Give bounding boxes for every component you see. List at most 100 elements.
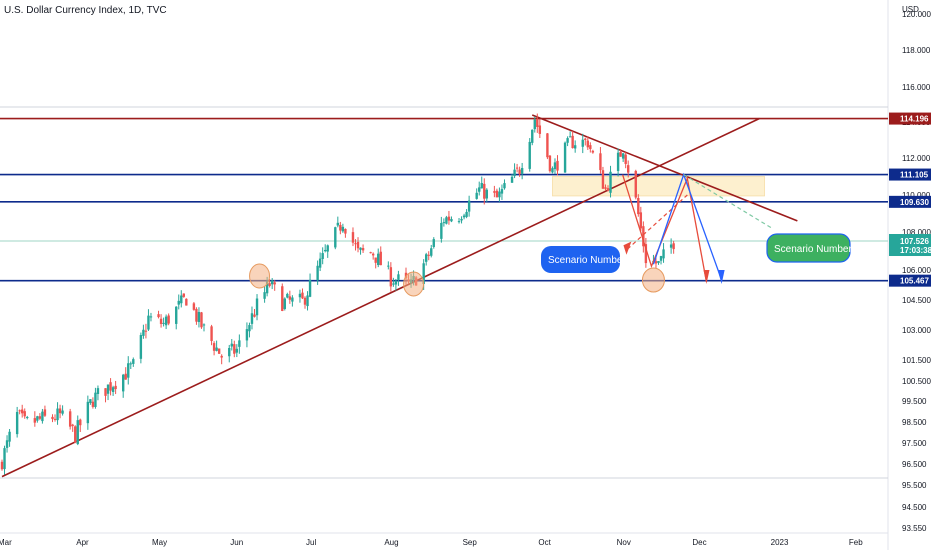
current-price-tag-label: 107.526 [900, 237, 929, 246]
candle-body [344, 228, 347, 234]
candle-body [568, 136, 572, 138]
level-price-tag-label: 105.467 [900, 277, 929, 286]
time-tick-label: Nov [617, 538, 631, 547]
candle-body [26, 417, 29, 419]
candle-body [503, 183, 506, 189]
scenario-2-bubble[interactable] [766, 233, 851, 263]
level-price-tag[interactable] [889, 274, 931, 287]
candle-body [356, 241, 360, 249]
candle-body [422, 263, 425, 285]
candle-body [450, 219, 453, 222]
time-tick-label: Oct [538, 538, 551, 547]
candle-body [616, 152, 620, 171]
candle-body [53, 418, 57, 420]
candle-body [175, 306, 178, 324]
candle-body [286, 293, 289, 298]
candle-body [185, 298, 188, 306]
candle-body [639, 212, 643, 229]
time-tick-label: May [152, 538, 167, 547]
price-tick-label: 120.000 [902, 10, 931, 19]
candle-body [245, 329, 249, 341]
candle-body [485, 189, 488, 199]
candle-body [195, 308, 198, 322]
scenario-1-path[interactable] [622, 174, 708, 283]
candle-body [68, 411, 72, 427]
time-tick-label: Jun [230, 538, 243, 547]
candle-body [538, 125, 542, 134]
scenario-2-arrowhead [717, 270, 725, 284]
candle-body [606, 188, 610, 191]
candle-body [79, 419, 82, 426]
candle-body [159, 318, 163, 324]
candle-body [147, 315, 150, 330]
candle-body [351, 232, 355, 243]
candle-body [202, 324, 206, 326]
price-tick-label: 112.000 [902, 154, 931, 163]
candle-body [122, 374, 125, 392]
candle-body [238, 340, 241, 347]
candle-body [581, 139, 584, 147]
candle-body [460, 218, 463, 221]
highlight-circle-june[interactable] [249, 263, 271, 289]
candle-body [533, 119, 536, 130]
candle-body [586, 140, 589, 148]
highlight-circle-august[interactable] [403, 271, 425, 297]
candle-body [467, 200, 471, 212]
scenario-1-bubble[interactable] [541, 246, 620, 273]
ascending-trendline[interactable] [1, 117, 760, 478]
scenario-2-dashed[interactable] [683, 174, 773, 229]
candle-body [192, 303, 196, 310]
candle-body [58, 408, 62, 414]
candle-body [109, 382, 112, 391]
candle-body [563, 142, 567, 173]
price-axis-unit: USD [902, 5, 919, 14]
price-tick-label: 97.500 [902, 439, 927, 448]
descending-trendline[interactable] [531, 114, 798, 222]
candle-body [321, 253, 324, 259]
candle-body [573, 145, 577, 149]
candle-body [301, 292, 304, 299]
candle-body [493, 191, 496, 193]
candle-body [86, 401, 90, 424]
price-tick-label: 110.000 [902, 191, 931, 200]
candle-body [8, 431, 11, 442]
candle-body [38, 416, 42, 419]
candle-body [127, 363, 130, 378]
candle-body [657, 261, 660, 263]
candle-body [23, 411, 26, 417]
candle-body [510, 176, 514, 183]
time-tick-label: Mar [0, 538, 12, 547]
candle-body [515, 167, 519, 169]
candle-body [21, 409, 24, 414]
current-price-tag[interactable] [889, 234, 931, 257]
level-price-tag[interactable] [889, 168, 931, 181]
candle-body [144, 330, 148, 332]
time-tick-label: Jul [306, 538, 316, 547]
level-price-tag[interactable] [889, 112, 931, 125]
candle-body [76, 420, 79, 445]
candle-body [621, 153, 625, 159]
price-tick-label: 118.000 [902, 46, 931, 55]
price-tick-label: 116.000 [902, 83, 931, 92]
level-price-tag[interactable] [889, 195, 931, 208]
candle-body [619, 151, 622, 157]
candle-body [263, 292, 266, 299]
candle-body [0, 461, 4, 470]
candle-body [149, 316, 153, 318]
price-tick-label: 99.500 [902, 397, 927, 406]
scenario-1-arrowhead [703, 270, 710, 284]
candle-body [265, 281, 269, 294]
candle-body [228, 348, 231, 357]
candle-body [551, 168, 554, 173]
candle-body [288, 296, 292, 300]
candle-body [377, 253, 380, 265]
candle-body [644, 244, 648, 264]
level-price-tag-label: 111.105 [900, 171, 929, 180]
highlight-circle-november[interactable] [641, 267, 665, 293]
supply-zone[interactable] [552, 176, 765, 197]
candle-body [3, 448, 6, 470]
candle-body [397, 274, 400, 280]
candle-body [442, 222, 446, 224]
candle-body [599, 153, 602, 171]
